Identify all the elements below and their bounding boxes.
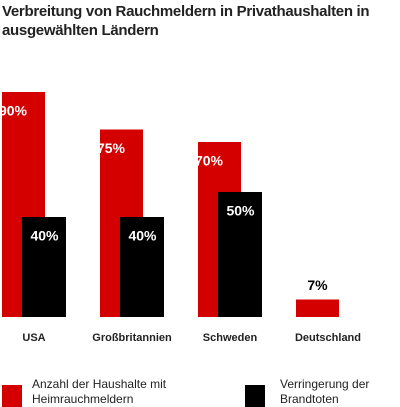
legend-label: Verringerung der Brandtoten: [280, 377, 370, 406]
bar: [120, 217, 164, 317]
chart-title: Verbreitung von Rauchmeldern in Privatha…: [2, 3, 370, 39]
legend-swatch: [2, 385, 22, 407]
legend-label: Anzahl der Haushalte mit Heimrauchmelder…: [32, 377, 167, 406]
value-label: 70%: [195, 153, 224, 169]
value-label: 40%: [128, 228, 157, 244]
legend-swatch: [245, 385, 265, 407]
bar: [22, 217, 66, 317]
bar: [296, 299, 339, 317]
value-label: 75%: [97, 140, 126, 156]
x-tick-label: Großbritannien: [92, 332, 172, 344]
value-label: 7%: [307, 277, 328, 293]
x-tick-label: USA: [22, 332, 45, 344]
x-tick-label: Schweden: [203, 332, 258, 344]
x-tick-label: Deutschland: [295, 332, 361, 344]
value-label: 50%: [226, 203, 255, 219]
value-label: 90%: [0, 103, 28, 119]
value-label: 40%: [30, 228, 59, 244]
bar: [218, 192, 262, 317]
